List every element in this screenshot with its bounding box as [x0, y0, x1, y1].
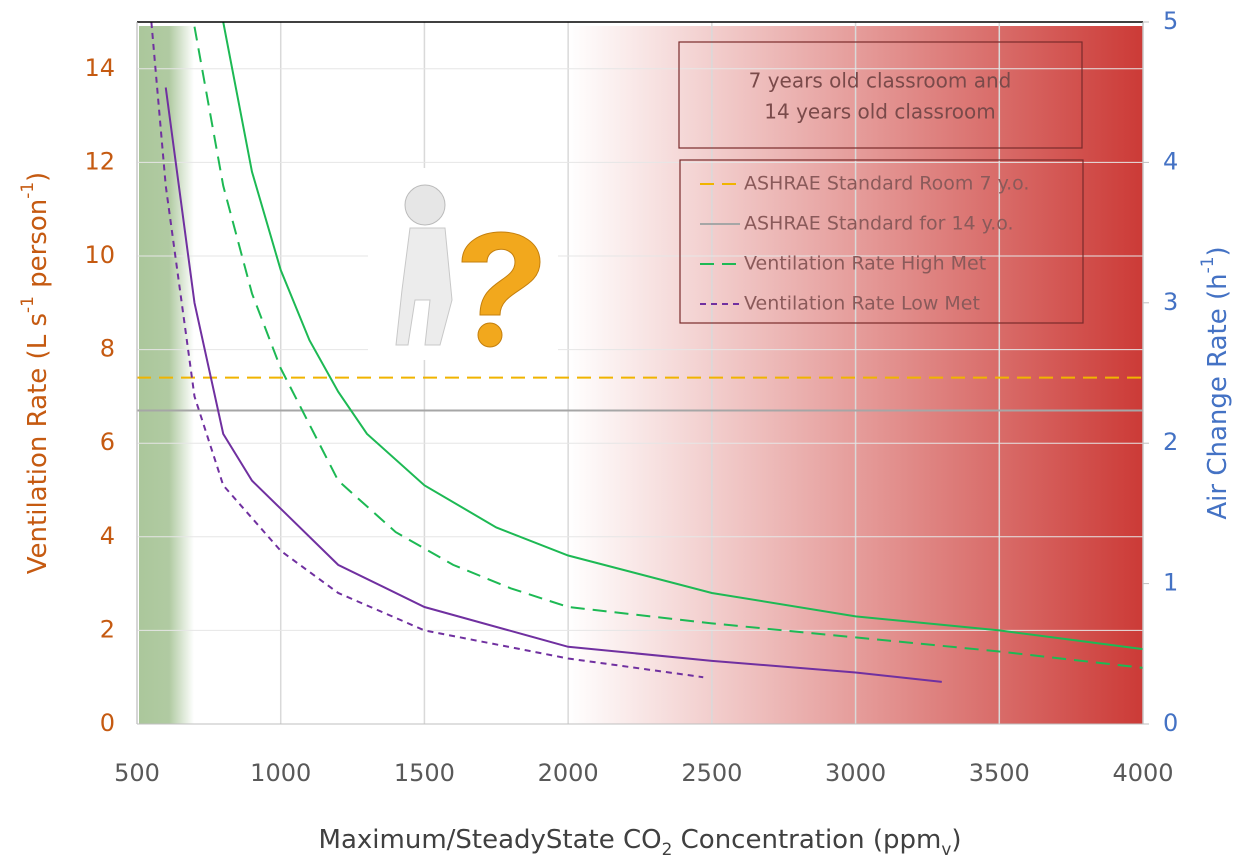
- x-axis-label: Maximum/SteadyState CO2 Concentration (p…: [319, 825, 962, 860]
- x-axis-label-part: 2: [662, 839, 673, 859]
- question-mark: [461, 231, 541, 316]
- annotation-line: 14 years old classroom: [764, 100, 995, 124]
- y2-axis-label-part: -1: [1197, 257, 1217, 274]
- series-line: [193, 26, 1143, 669]
- legend-label: ASHRAE Standard for 14 y.o.: [744, 213, 1014, 235]
- x-tick-label: 3500: [969, 759, 1030, 787]
- series-line: [164, 87, 942, 683]
- axes: 500 1000 1500 2000 2500 3000 3500 4000024681012…: [17, 7, 1233, 859]
- y-tick-label: 8: [100, 335, 115, 363]
- y2-tick-label: 5: [1163, 7, 1178, 35]
- y-tick-label: 4: [100, 522, 115, 550]
- illustration: [368, 168, 558, 360]
- legend-label: ASHRAE Standard Room 7 y.o.: [744, 173, 1029, 195]
- x-tick-label: 2000: [538, 759, 599, 787]
- background: [139, 26, 1143, 724]
- y-axis-label-part: person: [23, 199, 53, 296]
- x-axis-label-part: Maximum/SteadyState CO: [319, 825, 662, 855]
- y2-axis-label-part: ): [1203, 246, 1233, 256]
- lines: [137, 22, 1143, 683]
- y2-axis-label-part: Air Change Rate (h: [1203, 273, 1233, 519]
- y2-tick-label: 1: [1163, 569, 1178, 597]
- y-axis-label-part: -1: [17, 296, 37, 313]
- y2-tick-label: 0: [1163, 709, 1178, 737]
- y-axis-label-part: -1: [17, 182, 37, 199]
- x-tick-label: 500: [114, 759, 160, 787]
- y-tick-label: 14: [84, 54, 115, 82]
- y2-tick-label: 3: [1163, 288, 1178, 316]
- y2-tick-label: 4: [1163, 147, 1178, 175]
- series-line: [150, 22, 704, 679]
- y-tick-label: 2: [100, 615, 115, 643]
- x-tick-label: 3000: [825, 759, 886, 787]
- figure-head: [404, 184, 446, 226]
- y2-axis-label: Air Change Rate (h-1): [1197, 246, 1233, 519]
- question-dot: [477, 322, 503, 348]
- y-axis-label-part: Ventilation Rate (L s: [23, 313, 53, 574]
- legend-box: [679, 159, 1084, 324]
- green-zone: [139, 26, 194, 724]
- x-axis-label-part: Concentration (ppm: [672, 825, 941, 855]
- x-tick-label: 1000: [250, 759, 311, 787]
- y-tick-label: 0: [100, 709, 115, 737]
- x-axis-label-part: ): [951, 825, 961, 855]
- y2-tick-label: 2: [1163, 428, 1178, 456]
- annotation-line: 7 years old classroom and: [749, 69, 1012, 93]
- y-axis-label-part: ): [23, 172, 53, 182]
- x-tick-label: 4000: [1112, 759, 1173, 787]
- y-axis-label: Ventilation Rate (L s-1 person-1): [17, 172, 53, 574]
- series-line: [222, 22, 1143, 651]
- legend-label: Ventilation Rate Low Met: [744, 293, 980, 315]
- legend-label: Ventilation Rate High Met: [744, 253, 986, 275]
- figure-body: [395, 227, 453, 346]
- y-tick-label: 6: [100, 428, 115, 456]
- y-tick-label: 12: [84, 147, 115, 175]
- x-tick-label: 2500: [681, 759, 742, 787]
- annotation-box: [678, 41, 1083, 149]
- y-tick-label: 10: [84, 241, 115, 269]
- x-tick-label: 1500: [394, 759, 455, 787]
- x-axis-label-part: v: [941, 839, 951, 859]
